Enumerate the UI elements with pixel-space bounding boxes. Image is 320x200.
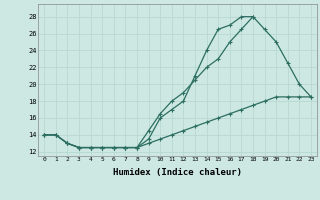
X-axis label: Humidex (Indice chaleur): Humidex (Indice chaleur) xyxy=(113,168,242,177)
